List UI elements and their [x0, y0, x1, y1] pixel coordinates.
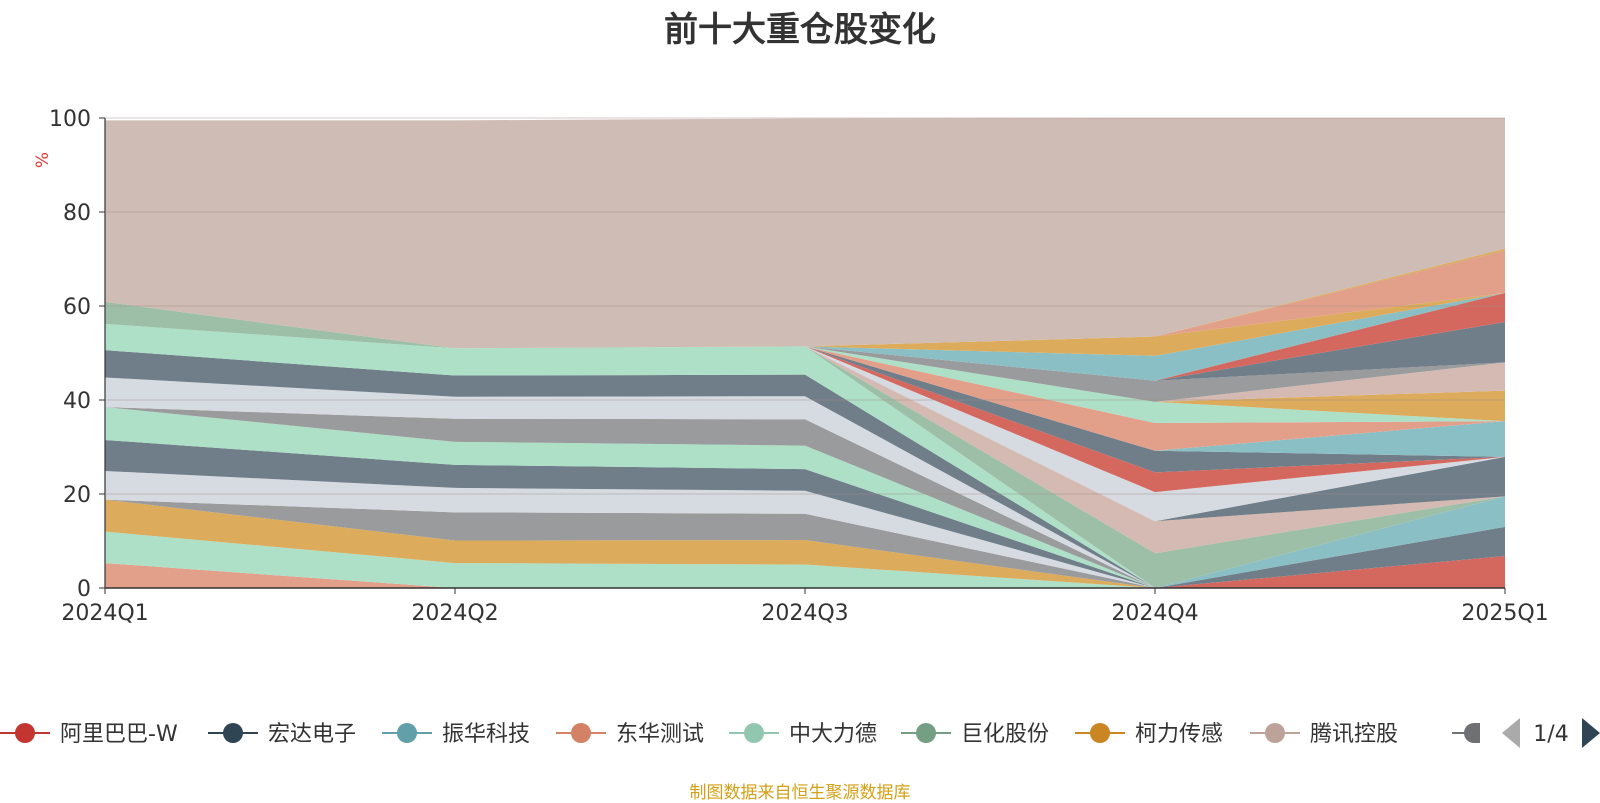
- x-tick-label: 2024Q3: [761, 601, 848, 626]
- axes: 0 20 40 60 80 100 2024Q1 2024Q2 2024Q3 2024Q4 2025…: [33, 107, 1549, 626]
- legend-label: 东华测试: [616, 722, 704, 747]
- x-tick-label: 2024Q2: [411, 601, 498, 626]
- legend-item-3[interactable]: 东华测试: [556, 722, 704, 747]
- x-tick-label: 2025Q1: [1461, 601, 1548, 626]
- legend-label: 中大力德: [789, 722, 877, 747]
- area-series-7: [105, 407, 1505, 588]
- area-series-5: [105, 439, 1505, 588]
- legend-item-2[interactable]: 振华科技: [382, 722, 530, 747]
- area-series-21: [105, 301, 1505, 457]
- legend-item-partial[interactable]: [1452, 723, 1480, 743]
- legend-marker: [1464, 723, 1480, 743]
- y-tick-label: 20: [63, 483, 91, 508]
- area-series-20: [105, 301, 1505, 473]
- legend-marker: [1265, 723, 1285, 743]
- area-series-1: [105, 531, 1505, 588]
- legend-item-6[interactable]: 柯力传感: [1075, 722, 1223, 747]
- legend-label: 振华科技: [442, 722, 530, 747]
- legend-item-4[interactable]: 中大力德: [729, 722, 877, 747]
- legend-label: 柯力传感: [1135, 722, 1223, 747]
- legend-marker: [15, 723, 35, 743]
- area-series-8: [105, 377, 1505, 588]
- y-tick-label: 60: [63, 295, 91, 320]
- x-tick-label: 2024Q4: [1111, 601, 1198, 626]
- legend-label: 宏达电子: [268, 722, 356, 747]
- area-series-10: [105, 323, 1505, 588]
- area-series-25: [105, 301, 1505, 402]
- area-series-0: [105, 563, 1505, 588]
- y-tick-label: 40: [63, 389, 91, 414]
- legend-label: 巨化股份: [961, 722, 1049, 747]
- y-tick-label: 80: [63, 201, 91, 226]
- area-series-13: [105, 301, 1505, 588]
- area-series-6: [105, 407, 1505, 588]
- legend-item-1[interactable]: 宏达电子: [208, 722, 356, 747]
- area-series-17: [105, 301, 1505, 522]
- legend-item-5[interactable]: 巨化股份: [901, 722, 1049, 747]
- legend-marker: [916, 723, 936, 743]
- area-series-4: [105, 470, 1505, 588]
- area-series-33: [105, 118, 1505, 349]
- legend: 阿里巴巴-W 宏达电子 振华科技 东华测试 中大力德 巨化股份 柯力传感 腾讯控股 1/4: [0, 718, 1600, 748]
- legend-marker: [571, 723, 591, 743]
- area-series-group: [105, 118, 1505, 588]
- x-tick-label: 2024Q1: [61, 601, 148, 626]
- source-note: 制图数据来自恒生聚源数据库: [689, 783, 911, 803]
- legend-marker: [223, 723, 243, 743]
- area-series-30: [105, 292, 1505, 356]
- legend-marker: [1090, 723, 1110, 743]
- area-series-29: [105, 292, 1505, 381]
- legend-label: 腾讯控股: [1310, 722, 1398, 747]
- area-series-11: [105, 301, 1505, 588]
- legend-marker: [397, 723, 417, 743]
- legend-item-0[interactable]: 阿里巴巴-W: [0, 722, 178, 747]
- area-series-3: [105, 499, 1505, 588]
- y-tick-label: 100: [49, 107, 91, 132]
- y-tick-label: 0: [77, 577, 91, 602]
- legend-item-7[interactable]: 腾讯控股: [1250, 722, 1398, 747]
- y-axis-label: %: [33, 152, 53, 168]
- legend-page-indicator: 1/4: [1533, 722, 1568, 747]
- area-series-24: [105, 301, 1505, 422]
- legend-marker: [744, 723, 764, 743]
- legend-label: 阿里巴巴-W: [60, 722, 178, 747]
- area-series-2: [105, 499, 1505, 588]
- area-series-9: [105, 350, 1505, 588]
- grid-lines: [105, 117, 1505, 495]
- legend-next-page-icon[interactable]: [1582, 718, 1600, 748]
- chart-title: 前十大重仓股变化: [664, 10, 936, 50]
- legend-prev-page-icon[interactable]: [1502, 718, 1520, 748]
